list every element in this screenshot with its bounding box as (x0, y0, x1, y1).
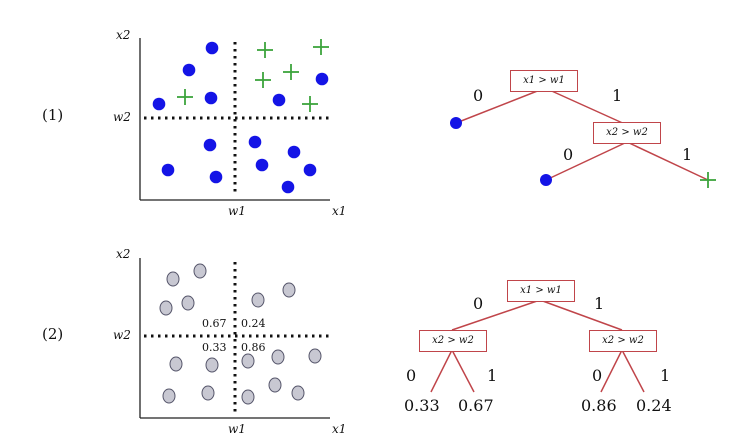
panel-2-right-child-branch-0: 0 (592, 366, 603, 385)
panel-1-x-tick-label: w1 (228, 204, 246, 218)
gray-point (251, 292, 265, 308)
panel-2-root-left-branch: 0 (473, 294, 484, 313)
blue-point (209, 170, 223, 184)
panel-2-left-child-branch-0: 0 (406, 366, 417, 385)
green-plus-point (313, 39, 329, 55)
blue-point (248, 135, 262, 149)
panel-1-tree-root: x1 > w1 (510, 70, 578, 92)
blue-point (281, 180, 295, 194)
panel-2-cell-label-bottom-right: 0.86 (241, 341, 266, 354)
gray-point (201, 385, 215, 401)
panel-1-leaf-blue-1 (450, 117, 462, 129)
panel-2-leaf-value-1: 0.33 (404, 396, 440, 415)
panel-1-x-axis-label: x1 (332, 204, 347, 218)
panel-2-left-child-branch-1: 1 (487, 366, 498, 385)
blue-point (205, 41, 219, 55)
panel-2-cell-label-top-right: 0.24 (241, 317, 266, 330)
panel-2-cell-label-top-left: 0.67 (202, 317, 227, 330)
blue-point (287, 145, 301, 159)
blue-point (204, 91, 218, 105)
panel-2-leaf-value-3: 0.86 (581, 396, 617, 415)
panel-1-tree-child: x2 > w2 (593, 122, 661, 144)
blue-point (152, 97, 166, 111)
blue-point (272, 93, 286, 107)
gray-point (268, 377, 282, 393)
panel-2-tree-left-child: x2 > w2 (419, 330, 487, 352)
green-plus-point (257, 42, 273, 58)
blue-point (161, 163, 175, 177)
gray-point (162, 388, 176, 404)
panel-2-right-child-branch-1: 1 (660, 366, 671, 385)
gray-point (291, 385, 305, 401)
panel-2-y-axis-label: x2 (116, 247, 131, 261)
panel-2-tree-root: x1 > w1 (507, 280, 575, 302)
panel-2-leaf-value-2: 0.67 (458, 396, 494, 415)
blue-point (255, 158, 269, 172)
panel-1-root-right-branch: 1 (612, 86, 623, 105)
panel-2-x-axis-label: x1 (332, 422, 347, 436)
gray-point (308, 348, 322, 364)
gray-point (271, 349, 285, 365)
gray-point (241, 389, 255, 405)
panel-2-index: (2) (42, 325, 64, 343)
green-plus-point (177, 89, 193, 105)
gray-point (181, 295, 195, 311)
panel-1-y-axis-label: x2 (116, 28, 131, 42)
gray-point (282, 282, 296, 298)
panel-1-root-left-branch: 0 (473, 86, 484, 105)
panel-2-root-right-branch: 1 (594, 294, 605, 313)
panel-1-child-right-branch: 1 (682, 145, 693, 164)
gray-point (205, 357, 219, 373)
gray-point (193, 263, 207, 279)
panel-2-x-tick-label: w1 (228, 422, 246, 436)
panel-1-index: (1) (42, 106, 64, 124)
panel-1-leaf-blue-2 (540, 174, 552, 186)
gray-point (159, 300, 173, 316)
panel-1-y-tick-label: w2 (113, 110, 131, 124)
panel-1-leaf-plus (700, 172, 716, 188)
gray-point (241, 353, 255, 369)
panel-2-cell-label-bottom-left: 0.33 (202, 341, 227, 354)
blue-point (203, 138, 217, 152)
green-plus-point (302, 96, 318, 112)
panel-2-y-tick-label: w2 (113, 328, 131, 342)
panel-1-child-left-branch: 0 (563, 145, 574, 164)
green-plus-point (283, 64, 299, 80)
panel-2-tree-right-child: x2 > w2 (589, 330, 657, 352)
panel-2-leaf-value-4: 0.24 (636, 396, 672, 415)
blue-point (303, 163, 317, 177)
gray-point (169, 356, 183, 372)
blue-point (182, 63, 196, 77)
green-plus-point (255, 72, 271, 88)
gray-point (166, 271, 180, 287)
blue-point (315, 72, 329, 86)
